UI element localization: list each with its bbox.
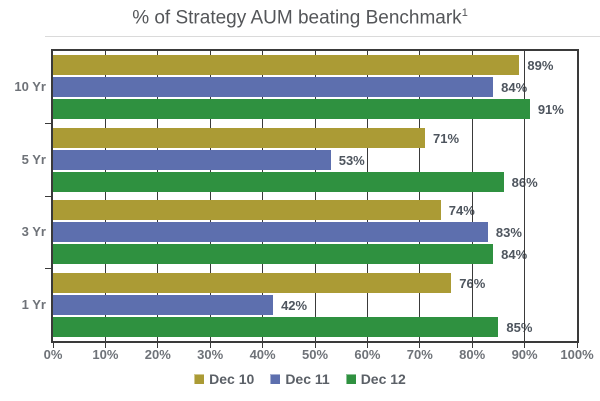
x-axis-label: 10% [92,347,119,362]
bar [53,200,441,221]
bar [53,171,504,192]
bar [53,244,494,265]
gridline [262,51,264,341]
bar [53,99,530,120]
chart-title: % of Strategy AUM beating Benchmark1 [0,7,600,29]
bar [53,55,520,76]
bar [53,77,494,98]
bar [53,316,499,337]
value-label: 53% [338,152,365,168]
x-axis-label: 100% [560,347,594,362]
gridline [366,51,368,341]
value-label: 84% [501,80,528,96]
x-axis-tick [104,341,106,348]
x-axis-label: 90% [511,347,538,362]
gridline [524,51,526,341]
x-axis-label: 60% [354,347,381,362]
category-label: 3 Yr [21,224,46,240]
x-axis-tick [52,341,54,348]
value-label: 85% [506,319,533,335]
x-axis-tick [209,341,211,348]
bar [53,272,452,293]
category-label: 1 Yr [21,296,46,312]
footnote-marker: 1 [461,7,468,19]
x-axis-tick [419,341,421,348]
value-label: 89% [527,58,554,74]
category-label: 5 Yr [21,151,46,167]
gridline [157,51,159,341]
value-label: 84% [501,247,528,263]
legend-label: Dec 10 [209,371,255,387]
x-axis-label: 50% [301,347,329,362]
x-axis-tick [314,341,316,348]
x-axis-label: 30% [197,347,224,362]
x-axis-label: 0% [43,347,63,362]
x-axis-tick [262,341,264,348]
legend: Dec 10 Dec 11 Dec 12 [0,371,600,387]
legend-label: Dec 12 [360,371,406,387]
value-label: 42% [281,297,308,313]
legend-swatch [345,374,356,384]
title-divider [45,36,600,37]
legend-item: Dec 11 [270,371,330,387]
x-axis-label: 40% [249,347,276,362]
x-axis-label: 70% [406,347,433,362]
chart-title-text: % of Strategy AUM beating Benchmark [132,7,462,29]
x-axis-label: 20% [144,347,171,362]
gridline [209,51,211,341]
value-label: 74% [448,203,475,219]
x-axis-label: 80% [459,347,486,362]
x-axis-tick [524,341,526,348]
gridline [419,51,421,341]
bar [53,127,426,148]
x-axis-tick [576,341,578,348]
legend-swatch [270,374,281,384]
x-axis-tick [157,341,159,348]
bar [53,294,274,315]
plot-area: 89%71%74%76%84%53%83%42%91%86%84%85% [45,49,579,348]
y-axis-tick [45,268,51,269]
value-label: 71% [433,130,460,146]
gridline [314,51,316,341]
legend-item: Dec 12 [345,371,406,387]
legend-item: Dec 10 [194,371,254,387]
category-label: 10 Yr [14,79,46,95]
x-axis-tick [471,341,473,348]
y-axis-tick [45,123,51,124]
value-label: 91% [537,102,564,118]
legend-swatch [194,374,205,384]
value-label: 83% [495,225,522,241]
bar [53,149,331,170]
bar [53,222,488,243]
legend-label: Dec 11 [285,371,330,387]
x-axis-tick [366,341,368,348]
y-axis-tick [45,195,51,197]
gridline [104,51,106,341]
gridline [471,51,473,341]
